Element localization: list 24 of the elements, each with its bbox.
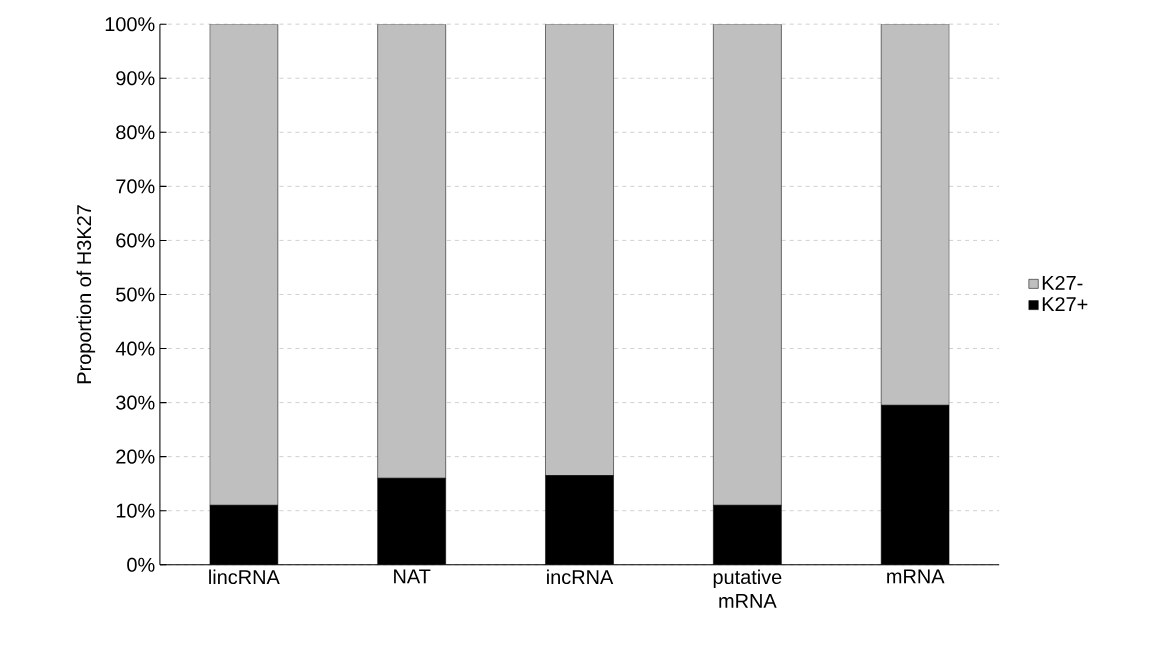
- bar: [545, 24, 614, 476]
- y-tick-label: 30%: [116, 395, 155, 410]
- y-tick-label: 20%: [116, 449, 155, 464]
- y-tick-label: 10%: [116, 503, 155, 518]
- y-tick-label: 90%: [116, 71, 155, 86]
- x-tick-label: lincRNA: [209, 569, 280, 585]
- y-axis-title: Proportion of H3K27: [76, 205, 96, 384]
- x-tick-label: NAT: [394, 569, 431, 584]
- legend-label: K27+: [1042, 297, 1088, 312]
- bar: [209, 24, 279, 506]
- x-tick-label: mRNA: [887, 569, 945, 584]
- y-tick-label: 40%: [115, 341, 155, 356]
- x-tick-label: incRNA: [547, 569, 614, 585]
- y-tick-label: 0%: [127, 557, 155, 572]
- y-tick-label: 50%: [116, 287, 155, 302]
- y-tick-label: 60%: [116, 233, 155, 248]
- y-tick-label: 70%: [116, 179, 155, 194]
- y-tick-label: 80%: [116, 125, 155, 140]
- y-tick-label: 100%: [105, 17, 155, 32]
- bar: [713, 24, 782, 506]
- bar: [377, 24, 446, 479]
- legend-label: K27-: [1042, 276, 1083, 290]
- x-tick-label: putative mRNA: [713, 569, 782, 608]
- bar: [880, 24, 950, 406]
